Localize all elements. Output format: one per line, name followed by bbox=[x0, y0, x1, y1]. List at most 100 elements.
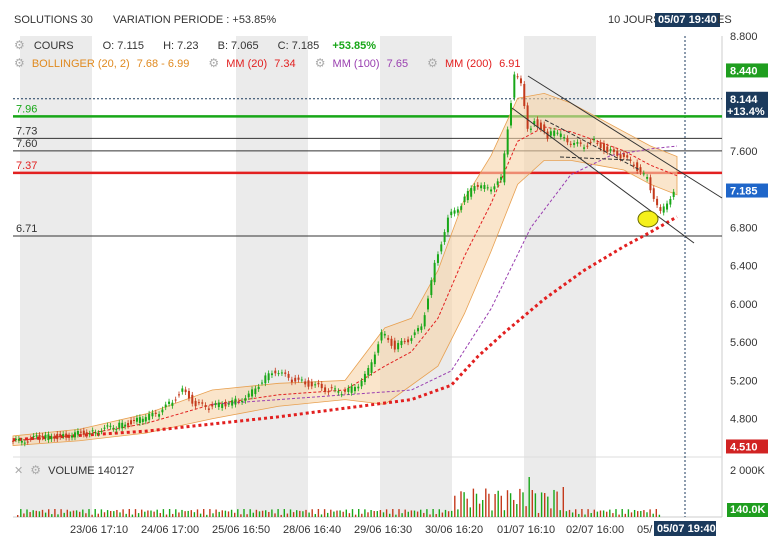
volume-bar bbox=[590, 512, 592, 517]
volume-bar bbox=[66, 509, 68, 517]
volume-bar bbox=[277, 509, 279, 517]
gear-icon[interactable]: ⚙ bbox=[30, 463, 42, 477]
y-tick-label: 7.600 bbox=[730, 146, 758, 158]
volume-bar bbox=[252, 512, 254, 517]
volume-bar bbox=[488, 493, 490, 517]
close-icon[interactable]: ✕ bbox=[14, 465, 24, 477]
price-candle bbox=[130, 420, 133, 425]
volume-bar bbox=[330, 509, 332, 517]
volume-bar bbox=[162, 509, 165, 517]
x-tick-label: 28/06 16:40 bbox=[283, 524, 341, 536]
price-candle bbox=[556, 132, 559, 134]
volume-bar bbox=[156, 509, 158, 517]
volume-bar bbox=[261, 510, 264, 517]
open-value: O: 7.115 bbox=[102, 40, 145, 52]
price-candle bbox=[334, 388, 337, 390]
gear-icon[interactable]: ⚙ bbox=[208, 56, 220, 70]
volume-bar bbox=[571, 512, 574, 517]
price-candle bbox=[599, 142, 602, 149]
price-candle bbox=[297, 377, 300, 380]
price-candle bbox=[234, 398, 237, 405]
bollinger-band bbox=[12, 92, 678, 446]
bottom-datetime-badge bbox=[654, 521, 716, 536]
price-candle bbox=[330, 387, 333, 389]
x-tick-label: 25/06 16:50 bbox=[212, 524, 270, 536]
volume-bar bbox=[438, 509, 440, 517]
volume-value: 140127 bbox=[97, 465, 135, 477]
volume-bar bbox=[460, 491, 462, 517]
price-candle bbox=[387, 337, 390, 340]
volume-bar bbox=[305, 509, 307, 517]
price-candle bbox=[486, 187, 489, 189]
price-candle bbox=[493, 186, 496, 190]
volume-bar bbox=[593, 509, 595, 517]
price-candle bbox=[363, 373, 366, 383]
volume-bar bbox=[258, 511, 261, 517]
volume-bar bbox=[581, 509, 583, 517]
volume-bar bbox=[26, 509, 28, 517]
volume-bar bbox=[79, 511, 81, 517]
volume-bar bbox=[550, 508, 552, 517]
price-candle bbox=[324, 387, 327, 392]
gear-icon[interactable]: ⚙ bbox=[427, 56, 438, 70]
price-candle bbox=[573, 142, 576, 145]
price-candle bbox=[41, 435, 44, 438]
price-candle bbox=[453, 210, 456, 214]
price-candle bbox=[227, 403, 230, 405]
gear-icon[interactable]: ⚙ bbox=[14, 56, 25, 70]
price-candle bbox=[344, 390, 346, 392]
volume-bar bbox=[410, 510, 413, 517]
price-candle bbox=[413, 332, 416, 336]
bottom-datetime-label: 05/07 19:40 bbox=[657, 523, 716, 535]
volume-bar bbox=[565, 511, 568, 517]
price-badge-label: 7.185 bbox=[730, 186, 758, 198]
volume-bar bbox=[345, 509, 347, 517]
price-candle bbox=[71, 435, 74, 438]
volume-bar bbox=[454, 495, 456, 517]
price-candle bbox=[553, 130, 556, 136]
volume-bar bbox=[624, 513, 626, 517]
volume-bar bbox=[633, 509, 636, 517]
price-candle bbox=[168, 401, 171, 404]
price-candle bbox=[65, 433, 68, 438]
gear-icon[interactable]: ⚙ bbox=[14, 38, 25, 52]
volume-bar bbox=[587, 509, 589, 517]
price-candle bbox=[446, 217, 449, 233]
volume-bar bbox=[292, 512, 295, 517]
volume-bar bbox=[100, 509, 103, 517]
price-candle bbox=[174, 399, 177, 401]
price-candle bbox=[237, 401, 240, 403]
price-candle bbox=[606, 146, 609, 152]
price-candle bbox=[112, 427, 115, 429]
volume-bar bbox=[407, 511, 409, 517]
price-badge bbox=[726, 63, 768, 78]
volume-bar bbox=[602, 510, 605, 517]
price-candle bbox=[662, 206, 665, 213]
price-candle bbox=[148, 413, 151, 420]
volume-bar bbox=[506, 490, 509, 517]
volume-bar bbox=[44, 512, 47, 517]
price-badge-label: 4.510 bbox=[730, 441, 758, 453]
price-candle bbox=[456, 209, 459, 213]
price-candle bbox=[20, 440, 23, 443]
volume-bar bbox=[413, 510, 416, 517]
price-candle bbox=[563, 137, 566, 139]
range-label[interactable]: 10 JOURS bbox=[608, 14, 661, 26]
volume-bar bbox=[91, 514, 93, 517]
highlight-marker bbox=[637, 210, 659, 228]
price-candle bbox=[307, 380, 310, 387]
volume-bar bbox=[537, 512, 540, 517]
volume-bar bbox=[32, 510, 34, 517]
price-candle bbox=[12, 440, 14, 442]
price-candle bbox=[473, 186, 476, 191]
price-candle bbox=[417, 328, 420, 332]
y-tick-label: 6.000 bbox=[730, 299, 758, 311]
x-tick-label: 01/07 16:10 bbox=[497, 524, 555, 536]
gear-icon[interactable]: ⚙ bbox=[314, 56, 326, 70]
volume-bar bbox=[475, 493, 478, 517]
price-badge bbox=[726, 183, 768, 198]
volume-bar bbox=[534, 493, 537, 517]
volume-bar bbox=[640, 510, 642, 517]
price-candle bbox=[280, 372, 283, 374]
